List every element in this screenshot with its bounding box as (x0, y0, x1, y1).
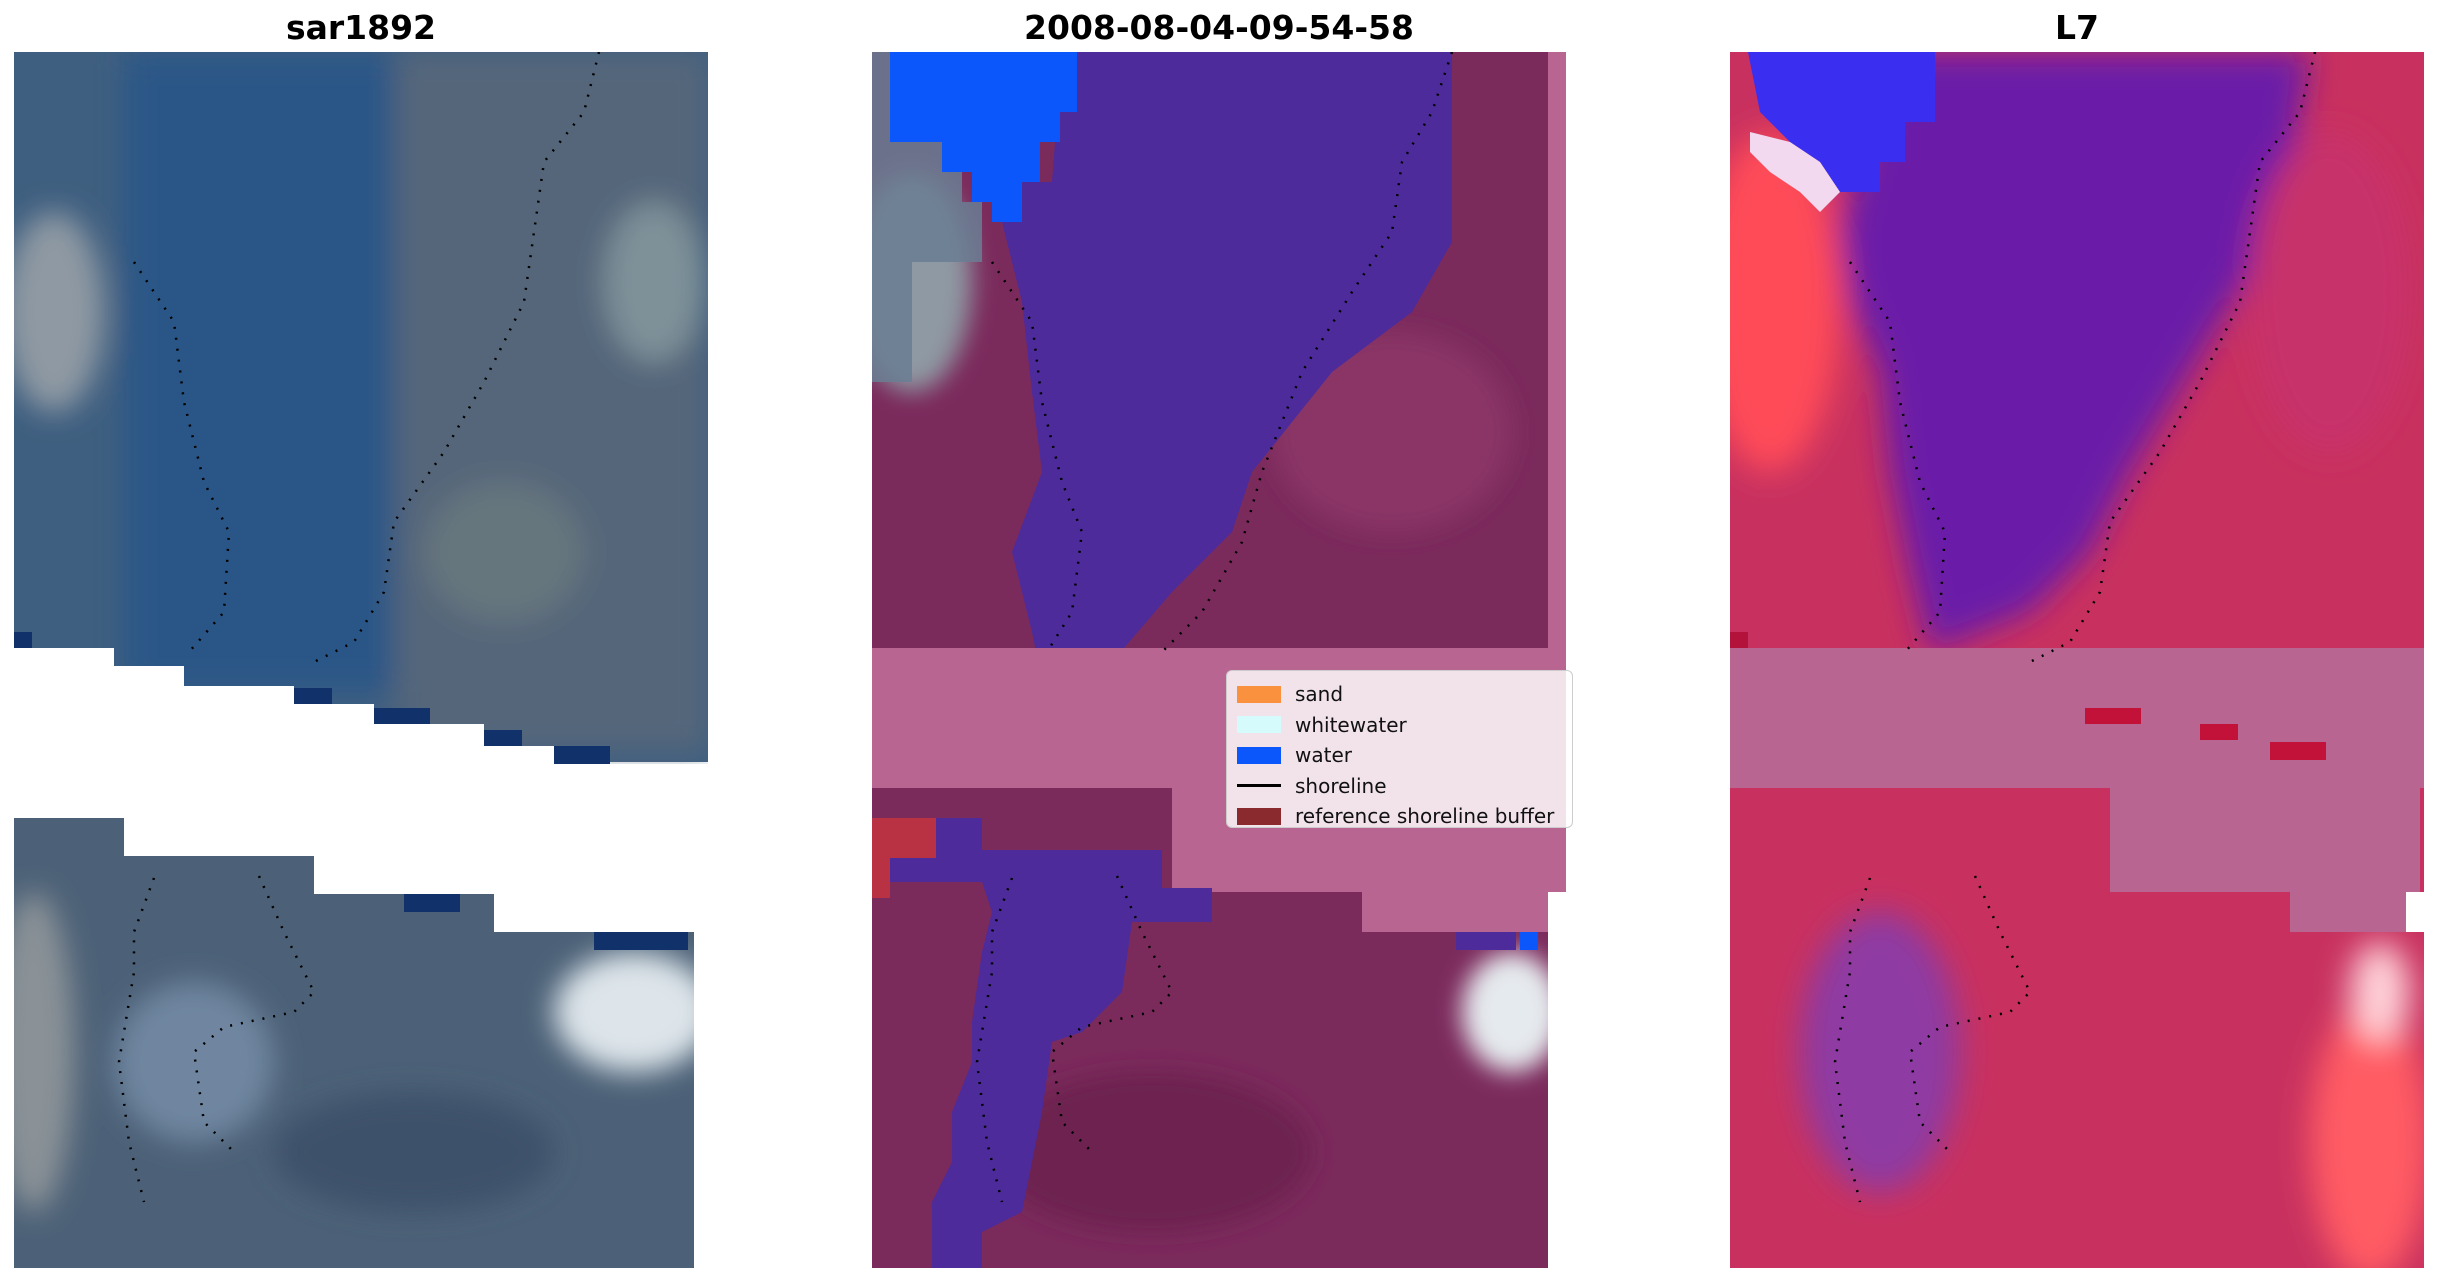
water-swatch (1237, 746, 1281, 764)
panel-title-rgb: sar1892 (285, 8, 437, 47)
rgb-image (14, 52, 708, 1268)
buffer-swatch (1237, 807, 1281, 825)
index-image-panel (1730, 52, 2424, 1268)
legend-item-shoreline: shoreline (1237, 771, 1562, 802)
legend-item-whitewater: whitewater (1237, 710, 1562, 741)
legend-label: sand (1295, 682, 1344, 707)
shoreline-dots (117, 52, 601, 1203)
index-image (1730, 52, 2424, 1268)
panel-title-mndwi: L7 (2055, 8, 2099, 47)
shoreline-line-swatch (1237, 784, 1281, 788)
whitewater-swatch (1237, 716, 1281, 734)
legend-label: reference shoreline buffer (1295, 804, 1555, 829)
sand-swatch (1237, 685, 1281, 703)
legend-item-sand: sand (1237, 679, 1562, 710)
legend-item-water: water (1237, 740, 1562, 771)
shoreline-dots (1833, 52, 2317, 1203)
panel-title-classified: 2008-08-04-09-54-58 (1024, 8, 1414, 47)
legend-label: shoreline (1295, 773, 1387, 798)
legend-item-buffer: reference shoreline buffer (1237, 801, 1562, 832)
legend-label: water (1295, 743, 1352, 768)
shoreline-dots (975, 52, 1454, 1203)
legend: sand whitewater water shoreline referenc… (1226, 670, 1573, 828)
classified-image (872, 52, 1566, 1268)
legend-label: whitewater (1295, 712, 1407, 737)
classified-image-panel (872, 52, 1566, 1268)
rgb-image-panel (14, 52, 708, 1268)
